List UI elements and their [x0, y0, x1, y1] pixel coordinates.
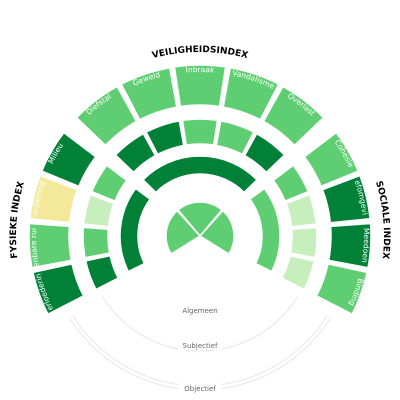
outer-segment[interactable] — [120, 66, 178, 121]
middle-segment[interactable] — [82, 193, 115, 228]
outer-segment[interactable] — [40, 131, 97, 188]
middle-segment[interactable] — [145, 119, 185, 156]
outer-segment[interactable] — [222, 66, 280, 121]
inner-segment-fysiek[interactable] — [119, 187, 152, 273]
segment-label: Inbraak — [185, 65, 215, 75]
middle-segment[interactable] — [82, 226, 111, 259]
center-slice-sociaal[interactable] — [198, 209, 235, 256]
outer-segment[interactable] — [315, 263, 368, 316]
middle-segment[interactable] — [289, 226, 318, 259]
middle-segment[interactable] — [272, 164, 310, 203]
ring-label-algemeen: Algemeen — [182, 307, 217, 315]
outer-segment[interactable] — [28, 222, 73, 269]
guide-arc-objectief — [68, 317, 332, 391]
middle-segment[interactable] — [215, 119, 255, 156]
inner-segment-sociaal[interactable] — [248, 187, 281, 273]
segments — [28, 64, 372, 316]
middle-segment[interactable] — [84, 254, 120, 291]
ring-label-subjectief: Subjectief — [183, 342, 218, 350]
segment-label: Meedoen — [360, 228, 371, 264]
outer-segment[interactable] — [173, 64, 227, 108]
outer-segment[interactable] — [327, 222, 372, 269]
middle-segment[interactable] — [90, 164, 128, 203]
group-title-fysiek: FYSIEKE INDEX — [9, 180, 27, 258]
middle-segment[interactable] — [114, 132, 157, 174]
middle-segment[interactable] — [280, 254, 316, 291]
center-slice-veiligheid[interactable] — [177, 201, 223, 238]
inner-segment-veiligheid[interactable] — [141, 155, 259, 194]
center-slice-fysiek[interactable] — [165, 209, 202, 256]
outer-segment[interactable] — [32, 263, 85, 316]
outer-segment[interactable] — [321, 174, 371, 224]
group-title-veiligheid: VEILIGHEIDSINDEX — [151, 45, 249, 61]
middle-segment[interactable] — [181, 118, 219, 146]
outer-segment[interactable] — [75, 85, 138, 147]
ring-label-objectief: Objectief — [184, 385, 216, 393]
middle-segment[interactable] — [243, 132, 286, 174]
guide-arc-algemeen — [102, 296, 298, 352]
outer-segment[interactable] — [303, 131, 360, 188]
middle-segment[interactable] — [285, 193, 318, 228]
outer-segment[interactable] — [29, 174, 79, 224]
group-title-sociaal: SOCIALE INDEX — [373, 180, 391, 260]
outer-segment[interactable] — [262, 85, 325, 147]
